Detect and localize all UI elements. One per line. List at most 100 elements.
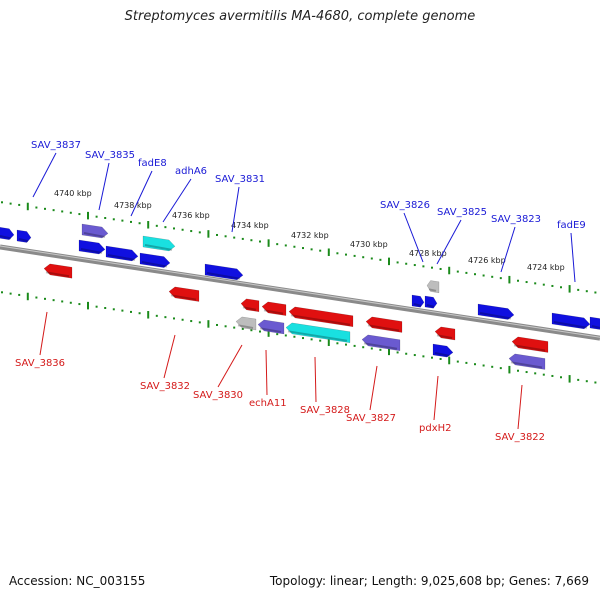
gene-shading [553,321,588,329]
reverse-label-leader [217,344,243,388]
reverse-gene-label[interactable]: pdxH2 [419,423,452,434]
scale-ticks [1,201,597,384]
forward-gene[interactable] [432,343,454,358]
reverse-label-leader [163,334,176,379]
scale-label: 4730 kbp [350,240,388,249]
reverse-gene[interactable] [434,326,456,341]
forward-gene[interactable] [477,303,515,320]
gene-shading [434,352,451,358]
reverse-label-leader [517,384,523,430]
gene-shading [170,294,197,301]
forward-gene[interactable] [551,312,591,330]
genome-stats-text: Topology: linear; Length: 9,025,608 bp; … [269,574,589,588]
forward-gene[interactable] [139,252,171,268]
forward-label-leader [98,162,110,211]
reverse-gene[interactable] [361,334,401,352]
gene-shading [83,232,106,238]
reverse-label-leader [39,311,48,356]
gene-shading [426,304,435,308]
gene-shading [363,342,398,350]
reverse-label-leader [433,375,439,421]
reverse-gene[interactable] [43,263,73,279]
gene-shading [510,361,543,369]
reverse-gene-label[interactable]: SAV_3830 [193,390,243,401]
reverse-gene[interactable] [288,306,354,328]
gene-shading [367,324,400,332]
gene-shading [413,303,422,307]
scale-label: 4740 kbp [54,189,92,198]
forward-label-leader [436,219,462,265]
reverse-gene[interactable] [426,280,440,294]
forward-label-leader [32,152,57,198]
reverse-gene[interactable] [168,286,200,302]
gene-shading [290,314,351,326]
scale-label: 4736 kbp [172,211,210,220]
forward-gene[interactable] [589,316,600,330]
reverse-gene[interactable] [240,298,260,313]
gene-shading [18,238,29,243]
scale-label: 4726 kbp [468,256,506,265]
reverse-gene-label[interactable]: SAV_3822 [495,432,545,443]
reverse-gene[interactable] [235,316,257,331]
forward-gene[interactable] [424,295,438,309]
reverse-gene-label[interactable]: echA11 [249,398,287,409]
map-title: Streptomyces avermitilis MA-4680, comple… [124,9,476,24]
forward-gene-label[interactable]: SAV_3835 [85,150,135,161]
forward-gene[interactable] [0,227,15,240]
gene-shading [242,306,257,311]
reverse-gene-label[interactable]: SAV_3828 [300,405,350,416]
forward-gene[interactable] [142,235,176,252]
forward-gene[interactable] [411,294,425,308]
forward-label-leader [570,232,576,283]
forward-gene-label[interactable]: SAV_3837 [31,140,81,151]
reverse-gene[interactable] [365,316,403,333]
forward-label-leader [403,212,424,263]
reverse-gene-label[interactable]: SAV_3836 [15,358,65,369]
scale-labels: 4740 kbp 4738 kbp 4736 kbp 4734 kbp 4732 kbp… [54,189,565,272]
gene-shading [513,344,546,352]
forward-gene[interactable] [78,239,106,255]
forward-gene-label[interactable]: fadE9 [557,220,586,231]
forward-gene[interactable] [16,229,32,243]
forward-gene-label[interactable]: SAV_3831 [215,174,265,185]
genes [0,223,600,370]
gene-shading [80,248,103,254]
forward-label-leader [231,186,240,233]
reverse-gene-label[interactable]: SAV_3827 [346,413,396,424]
reverse-gene[interactable] [511,336,549,353]
reverse-label-leader [369,365,378,411]
reverse-gene[interactable] [261,301,287,316]
scale-label: 4738 kbp [114,201,152,210]
forward-gene[interactable] [105,245,139,262]
reverse-gene[interactable] [285,322,351,344]
genome-backbone [0,244,600,341]
gene-shading [479,312,512,320]
forward-label-leader [130,170,153,217]
gene-shading [287,330,348,342]
forward-gene-label[interactable]: fadE8 [138,158,167,169]
forward-gene-label[interactable]: SAV_3825 [437,207,487,218]
reverse-gene[interactable] [257,319,285,335]
gene-shading [259,327,282,333]
gene-shading [428,288,437,292]
gene-shading [237,324,254,330]
forward-gene-label[interactable]: SAV_3826 [380,200,430,211]
forward-gene-label[interactable]: SAV_3823 [491,214,541,225]
reverse-label-leader [265,349,268,396]
gene-shading [206,272,241,280]
gene-shading [141,261,168,268]
forward-gene-label[interactable]: adhA6 [175,166,207,177]
reverse-gene[interactable] [508,353,546,370]
backbone-highlight [0,245,600,338]
forward-gene[interactable] [204,263,244,281]
gene-shading [0,235,12,240]
forward-gene[interactable] [81,223,109,239]
scale-label: 4734 kbp [231,221,269,230]
reverse-gene-label[interactable]: SAV_3832 [140,381,190,392]
forward-label-leader [162,178,192,223]
gene-shading [45,271,70,278]
forward-label-leader [500,226,516,273]
scale-label: 4732 kbp [291,231,329,240]
